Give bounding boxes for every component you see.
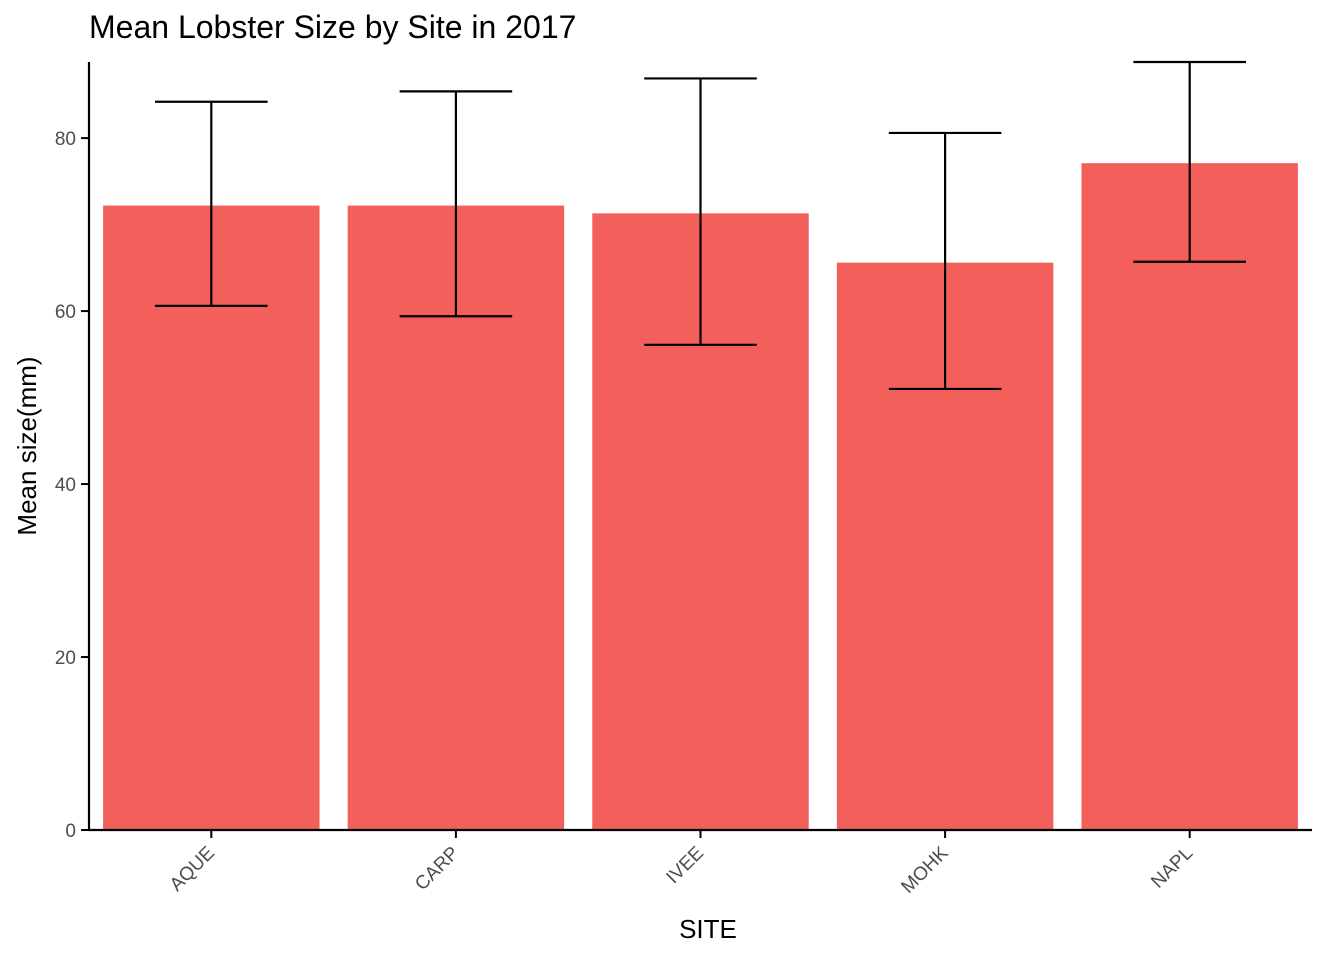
bar-aque bbox=[103, 205, 320, 830]
chart-title: Mean Lobster Size by Site in 2017 bbox=[89, 9, 576, 45]
y-tick-label-60: 60 bbox=[55, 302, 76, 323]
x-tick-label-ivee: IVEE bbox=[663, 843, 708, 888]
error-bars-layer bbox=[155, 60, 1246, 391]
bar-napl bbox=[1081, 163, 1298, 830]
y-ticks-layer: 0 20 40 60 80 bbox=[55, 129, 89, 842]
x-ticks-layer: AQUE CARP IVEE MOHK NAPL bbox=[166, 830, 1197, 898]
x-tick-label-mohk: MOHK bbox=[897, 842, 952, 897]
x-tick-label-carp: CARP bbox=[411, 843, 463, 895]
y-tick-label-20: 20 bbox=[55, 648, 76, 669]
x-tick-label-napl: NAPL bbox=[1147, 843, 1197, 893]
x-tick-label-aque: AQUE bbox=[166, 843, 219, 896]
y-tick-label-40: 40 bbox=[55, 475, 76, 496]
y-axis-title: Mean size(mm) bbox=[12, 356, 42, 535]
y-tick-label-80: 80 bbox=[55, 129, 76, 150]
y-tick-label-0: 0 bbox=[65, 821, 76, 842]
x-axis-title: SITE bbox=[679, 914, 737, 944]
